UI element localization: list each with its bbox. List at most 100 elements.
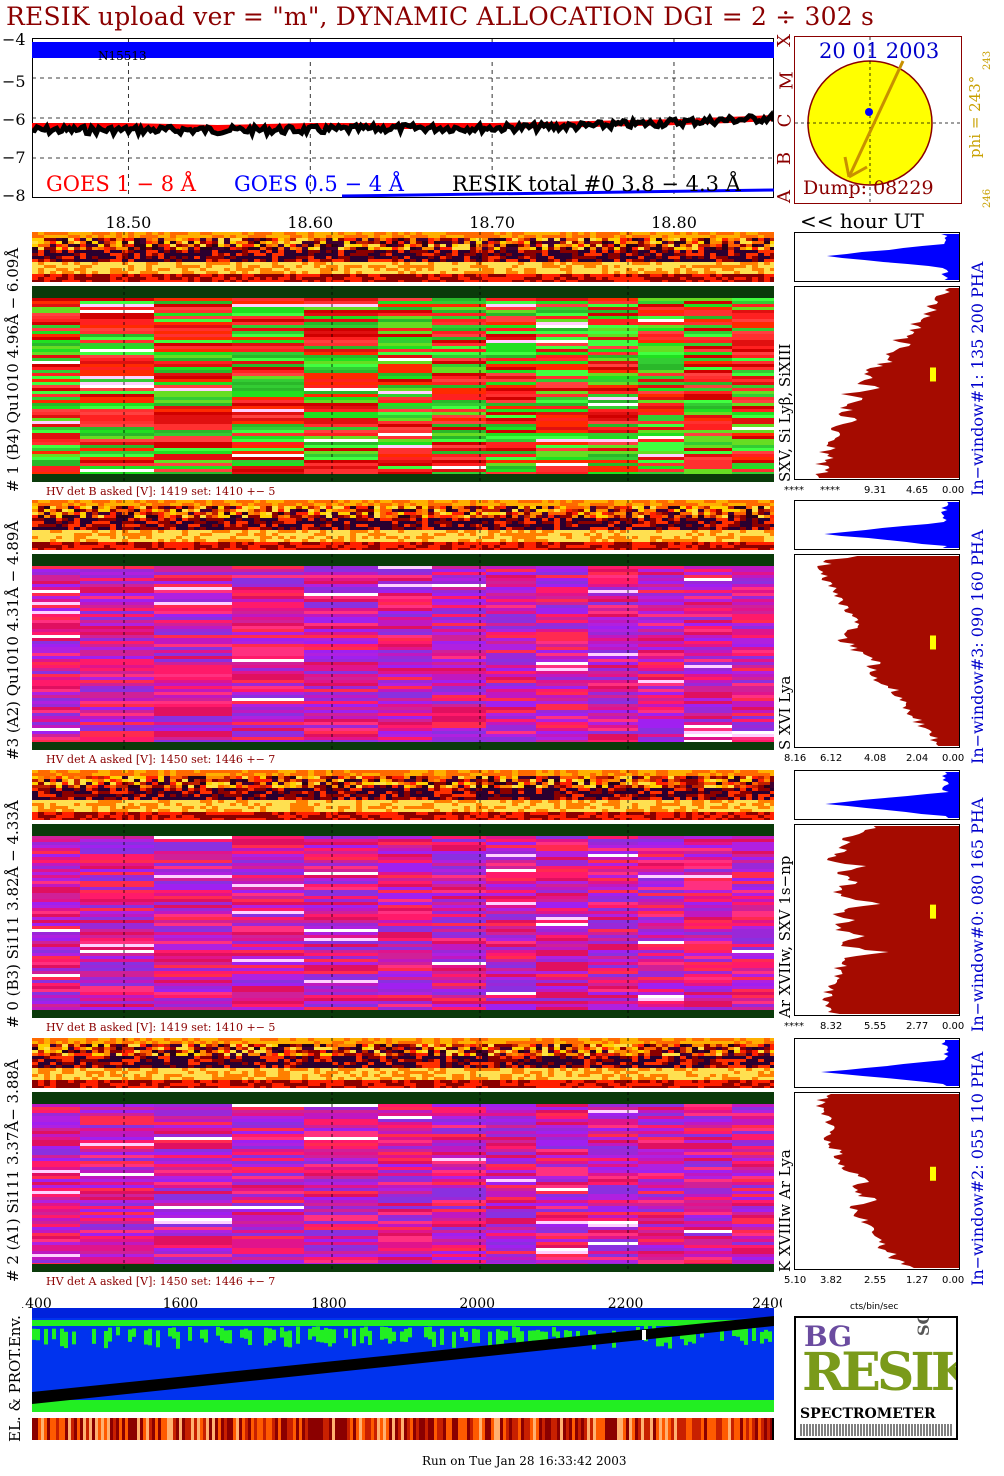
logo-fine-print [800, 1424, 952, 1436]
time-tick-label: 18.60 [287, 213, 333, 232]
environment-colorbar [32, 1418, 774, 1440]
in-window-label: In−window#2: 055 110 PHA [968, 1051, 987, 1286]
resik-logo: BG RESIK SOLAR SPECTROMETER [794, 1316, 958, 1440]
spectrum-histogram [794, 554, 960, 748]
histogram-tick-label: 5.10 [784, 1275, 807, 1286]
histogram-tick-label: 5.55 [864, 1021, 887, 1032]
goes-class-letter: C [774, 113, 796, 128]
time-tick-label: 18.50 [105, 213, 151, 232]
panel-spectrogram [32, 824, 774, 1018]
histogram-tick-label: 6.12 [820, 753, 843, 764]
histogram-tick-label: 2.55 [864, 1275, 887, 1286]
histogram-fill [822, 826, 959, 1014]
histogram-tick-label: **** [820, 485, 840, 496]
histogram-fill [815, 1094, 959, 1268]
pha-histogram [794, 500, 960, 550]
histogram-marker [930, 635, 936, 650]
logo-word-solar: SOLAR [914, 1318, 933, 1336]
panel-spectral-lines: S XVI Lya [776, 675, 794, 750]
histogram-tick-label: 0.00 [942, 1021, 965, 1032]
histogram-marker [930, 904, 936, 919]
goes-class-letter: X [773, 34, 795, 47]
panel-spectrogram [32, 286, 774, 482]
panel-range-label: # 2 (A1) Si111 3.37Å− 3.88Å [4, 1059, 22, 1282]
histogram-tick-label: **** [784, 485, 804, 496]
spectrum-histogram [794, 824, 960, 1016]
histogram-fill [815, 288, 959, 478]
panel-spectrogram [32, 554, 774, 750]
panel-count-band [32, 232, 774, 282]
hv-status: HV det B asked [V]: 1419 set: 1410 +− 5 [46, 485, 276, 498]
histogram-tick-label: 8.16 [784, 753, 807, 764]
pha-histogram [794, 770, 960, 820]
goes-ytick: −7 [2, 148, 26, 167]
page-title: RESIK upload ver = "m", DYNAMIC ALLOCATI… [6, 2, 875, 31]
environment-plot [32, 1308, 774, 1412]
panel-spectral-lines: Ar XVIIw, SXV 1s−np [776, 855, 794, 1018]
histogram-tick-label: 2.77 [906, 1021, 929, 1032]
histogram-tick-label: 4.65 [906, 485, 929, 496]
pha-histogram [794, 1038, 960, 1088]
pha-fill [821, 1040, 959, 1086]
pha-histogram [794, 232, 960, 282]
histogram-tick-label: 4.08 [864, 753, 887, 764]
histogram-tick-label: 3.82 [820, 1275, 843, 1286]
logo-word-resik: RESIK [802, 1342, 958, 1403]
histogram-fill [817, 556, 959, 746]
in-window-label: In−window#1: 135 200 PHA [968, 261, 987, 496]
histogram-ticks: 8.16 6.12 4.08 2.04 0.00 [784, 753, 970, 767]
histogram-tick-label: 0.00 [942, 1275, 965, 1286]
legend-goes-long: GOES 1 − 8 Å [46, 172, 196, 196]
goes-ytick: −4 [2, 30, 26, 49]
panel-spectral-lines: K XVIIIw Ar Lya [776, 1149, 794, 1272]
in-window-label: In−window#3: 090 160 PHA [968, 529, 987, 764]
sun-disk-panel: 20 01 2003 Dump: 08229 [794, 36, 963, 205]
spectrum-histogram [794, 1092, 960, 1270]
histogram-ticks: **** 8.32 5.55 2.77 0.00 [784, 1021, 970, 1035]
pha-fill [824, 502, 959, 548]
goes-class-letter: A [774, 190, 795, 203]
histogram-tick-label: **** [784, 1021, 804, 1032]
histogram-tick-label: 1.27 [906, 1275, 929, 1286]
phi-label: phi = 243° [966, 75, 984, 158]
histogram-tick-label: 9.31 [864, 485, 887, 496]
panel-count-band [32, 1038, 774, 1088]
run-timestamp: Run on Tue Jan 28 16:33:42 2003 [422, 1454, 627, 1468]
goes-legend-line [341, 188, 774, 198]
legend-goes-short: GOES 0.5 − 4 Å [234, 172, 404, 196]
time-tick-label: 18.70 [469, 213, 515, 232]
goes-ytick: −6 [2, 110, 26, 129]
in-window-label: In−window#0: 080 165 PHA [968, 797, 987, 1032]
dump-number: Dump: 08229 [803, 177, 934, 199]
panel-count-band [32, 500, 774, 550]
logo-word-bg: BG [804, 1320, 853, 1353]
time-axis: 18.50 18.60 18.70 18.80 [105, 213, 697, 232]
goes-y-axis: −4 −5 −6 −7 −8 [0, 30, 30, 210]
environment-label: EL. & PROT.Env. [6, 1315, 24, 1442]
histogram-tick-label: 2.04 [906, 753, 929, 764]
histogram-ticks: **** **** 9.31 4.65 0.00 [784, 485, 970, 499]
sun-date: 20 01 2003 [819, 39, 940, 63]
histogram-tick-label: 0.00 [942, 485, 965, 496]
goes-class-letter: B [774, 151, 796, 166]
env-trend [32, 1316, 774, 1404]
phi-bottom-label: 246 [982, 188, 993, 208]
pha-fill [825, 772, 959, 818]
panel-count-band [32, 770, 774, 820]
pha-fill [826, 234, 959, 280]
histogram-marker [930, 367, 936, 382]
histogram-tick-label: 0.00 [942, 753, 965, 764]
panel-spectrogram [32, 1092, 774, 1272]
time-tick-label: 18.80 [651, 213, 697, 232]
hv-status: HV det A asked [V]: 1450 set: 1446 +− 7 [46, 753, 276, 766]
time-axis-label: << hour UT [800, 209, 924, 233]
series-resik-total [32, 109, 774, 141]
histogram-tick-label: 8.32 [820, 1021, 843, 1032]
histogram-ticks: 5.10 3.82 2.55 1.27 0.00 [784, 1275, 970, 1289]
histogram-unit: cts/bin/sec [850, 1302, 899, 1312]
goes-class-letters: X M C B A [773, 30, 798, 210]
goes-ytick: −8 [2, 186, 26, 205]
sun-disk [795, 37, 963, 205]
logo-spectrometer: SPECTROMETER [800, 1406, 936, 1422]
hv-status: HV det A asked [V]: 1450 set: 1446 +− 7 [46, 1275, 276, 1288]
